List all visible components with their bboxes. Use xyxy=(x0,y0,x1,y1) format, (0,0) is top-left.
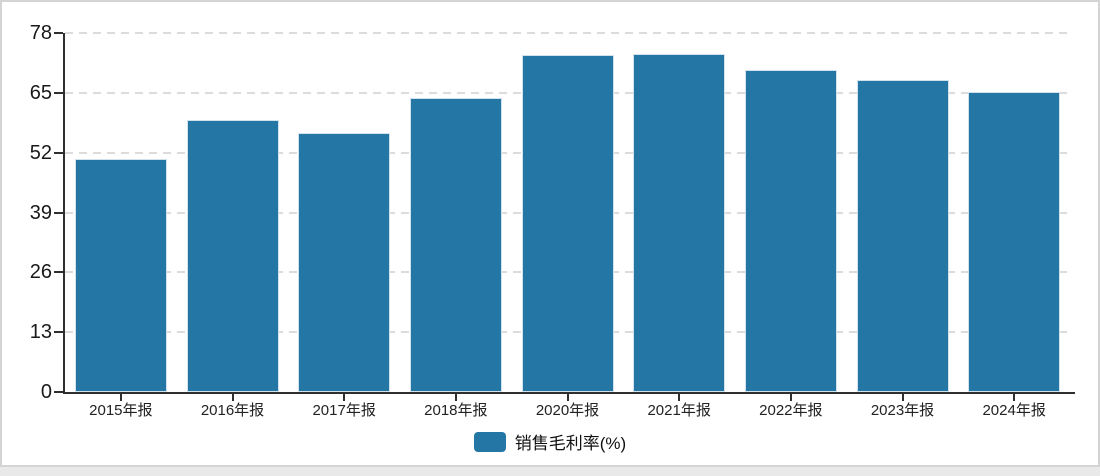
y-tick-label: 26 xyxy=(29,261,52,284)
x-tick-label-2018年报: 2018年报 xyxy=(424,402,488,419)
x-axis-tick xyxy=(566,394,569,401)
x-tick-label-2016年报: 2016年报 xyxy=(200,402,265,419)
x-axis-tick xyxy=(119,394,122,401)
bar-2015年报[interactable] xyxy=(74,159,167,392)
x-axis-tick xyxy=(343,394,346,401)
y-axis-tick xyxy=(54,391,63,393)
y-tick-label: 39 xyxy=(29,201,52,224)
bar-2022年报[interactable] xyxy=(744,70,837,392)
y-axis-tick xyxy=(54,91,63,94)
bar-2017年报[interactable] xyxy=(298,132,391,392)
gridline xyxy=(65,32,1070,34)
legend-label: 销售毛利率(%) xyxy=(514,434,627,453)
x-tick-label-2017年报: 2017年报 xyxy=(312,402,376,419)
bar-2018年报[interactable] xyxy=(409,98,502,392)
bar-2021年报[interactable] xyxy=(633,53,726,392)
bar-2016年报[interactable] xyxy=(186,119,279,392)
x-axis-line xyxy=(63,392,1075,394)
x-tick-label-2021年报: 2021年报 xyxy=(647,402,711,419)
x-tick-label-2023年报: 2023年报 xyxy=(870,402,935,419)
x-tick-label-2022年报: 2022年报 xyxy=(759,402,823,419)
y-axis-tick xyxy=(54,32,63,34)
x-axis-tick xyxy=(231,394,234,401)
legend[interactable]: 销售毛利率(%) xyxy=(0,429,1100,454)
x-axis-tick xyxy=(1013,394,1016,401)
y-axis-tick xyxy=(54,211,63,214)
y-tick-label: 65 xyxy=(29,81,52,104)
bar-2024年报[interactable] xyxy=(968,92,1061,392)
y-tick-label: 78 xyxy=(29,22,52,44)
x-axis-tick xyxy=(901,394,904,401)
legend-marker-icon xyxy=(473,431,506,452)
x-tick-label-2024年报: 2024年报 xyxy=(982,402,1046,419)
y-tick-label: 13 xyxy=(29,321,52,344)
bar-2020年报[interactable] xyxy=(521,54,614,392)
y-axis-tick xyxy=(54,271,63,274)
bar-2023年报[interactable] xyxy=(856,79,949,392)
x-axis-tick xyxy=(789,394,792,401)
y-axis-line xyxy=(63,33,65,394)
x-tick-label-2020年报: 2020年报 xyxy=(535,402,600,419)
x-tick-label-2015年报: 2015年报 xyxy=(89,402,153,419)
y-axis-tick xyxy=(54,331,63,334)
y-tick-label: 0 xyxy=(40,381,52,403)
x-axis-tick xyxy=(678,394,681,401)
y-tick-label: 52 xyxy=(29,141,52,164)
x-axis-tick xyxy=(454,394,457,401)
y-axis-tick xyxy=(54,151,63,154)
